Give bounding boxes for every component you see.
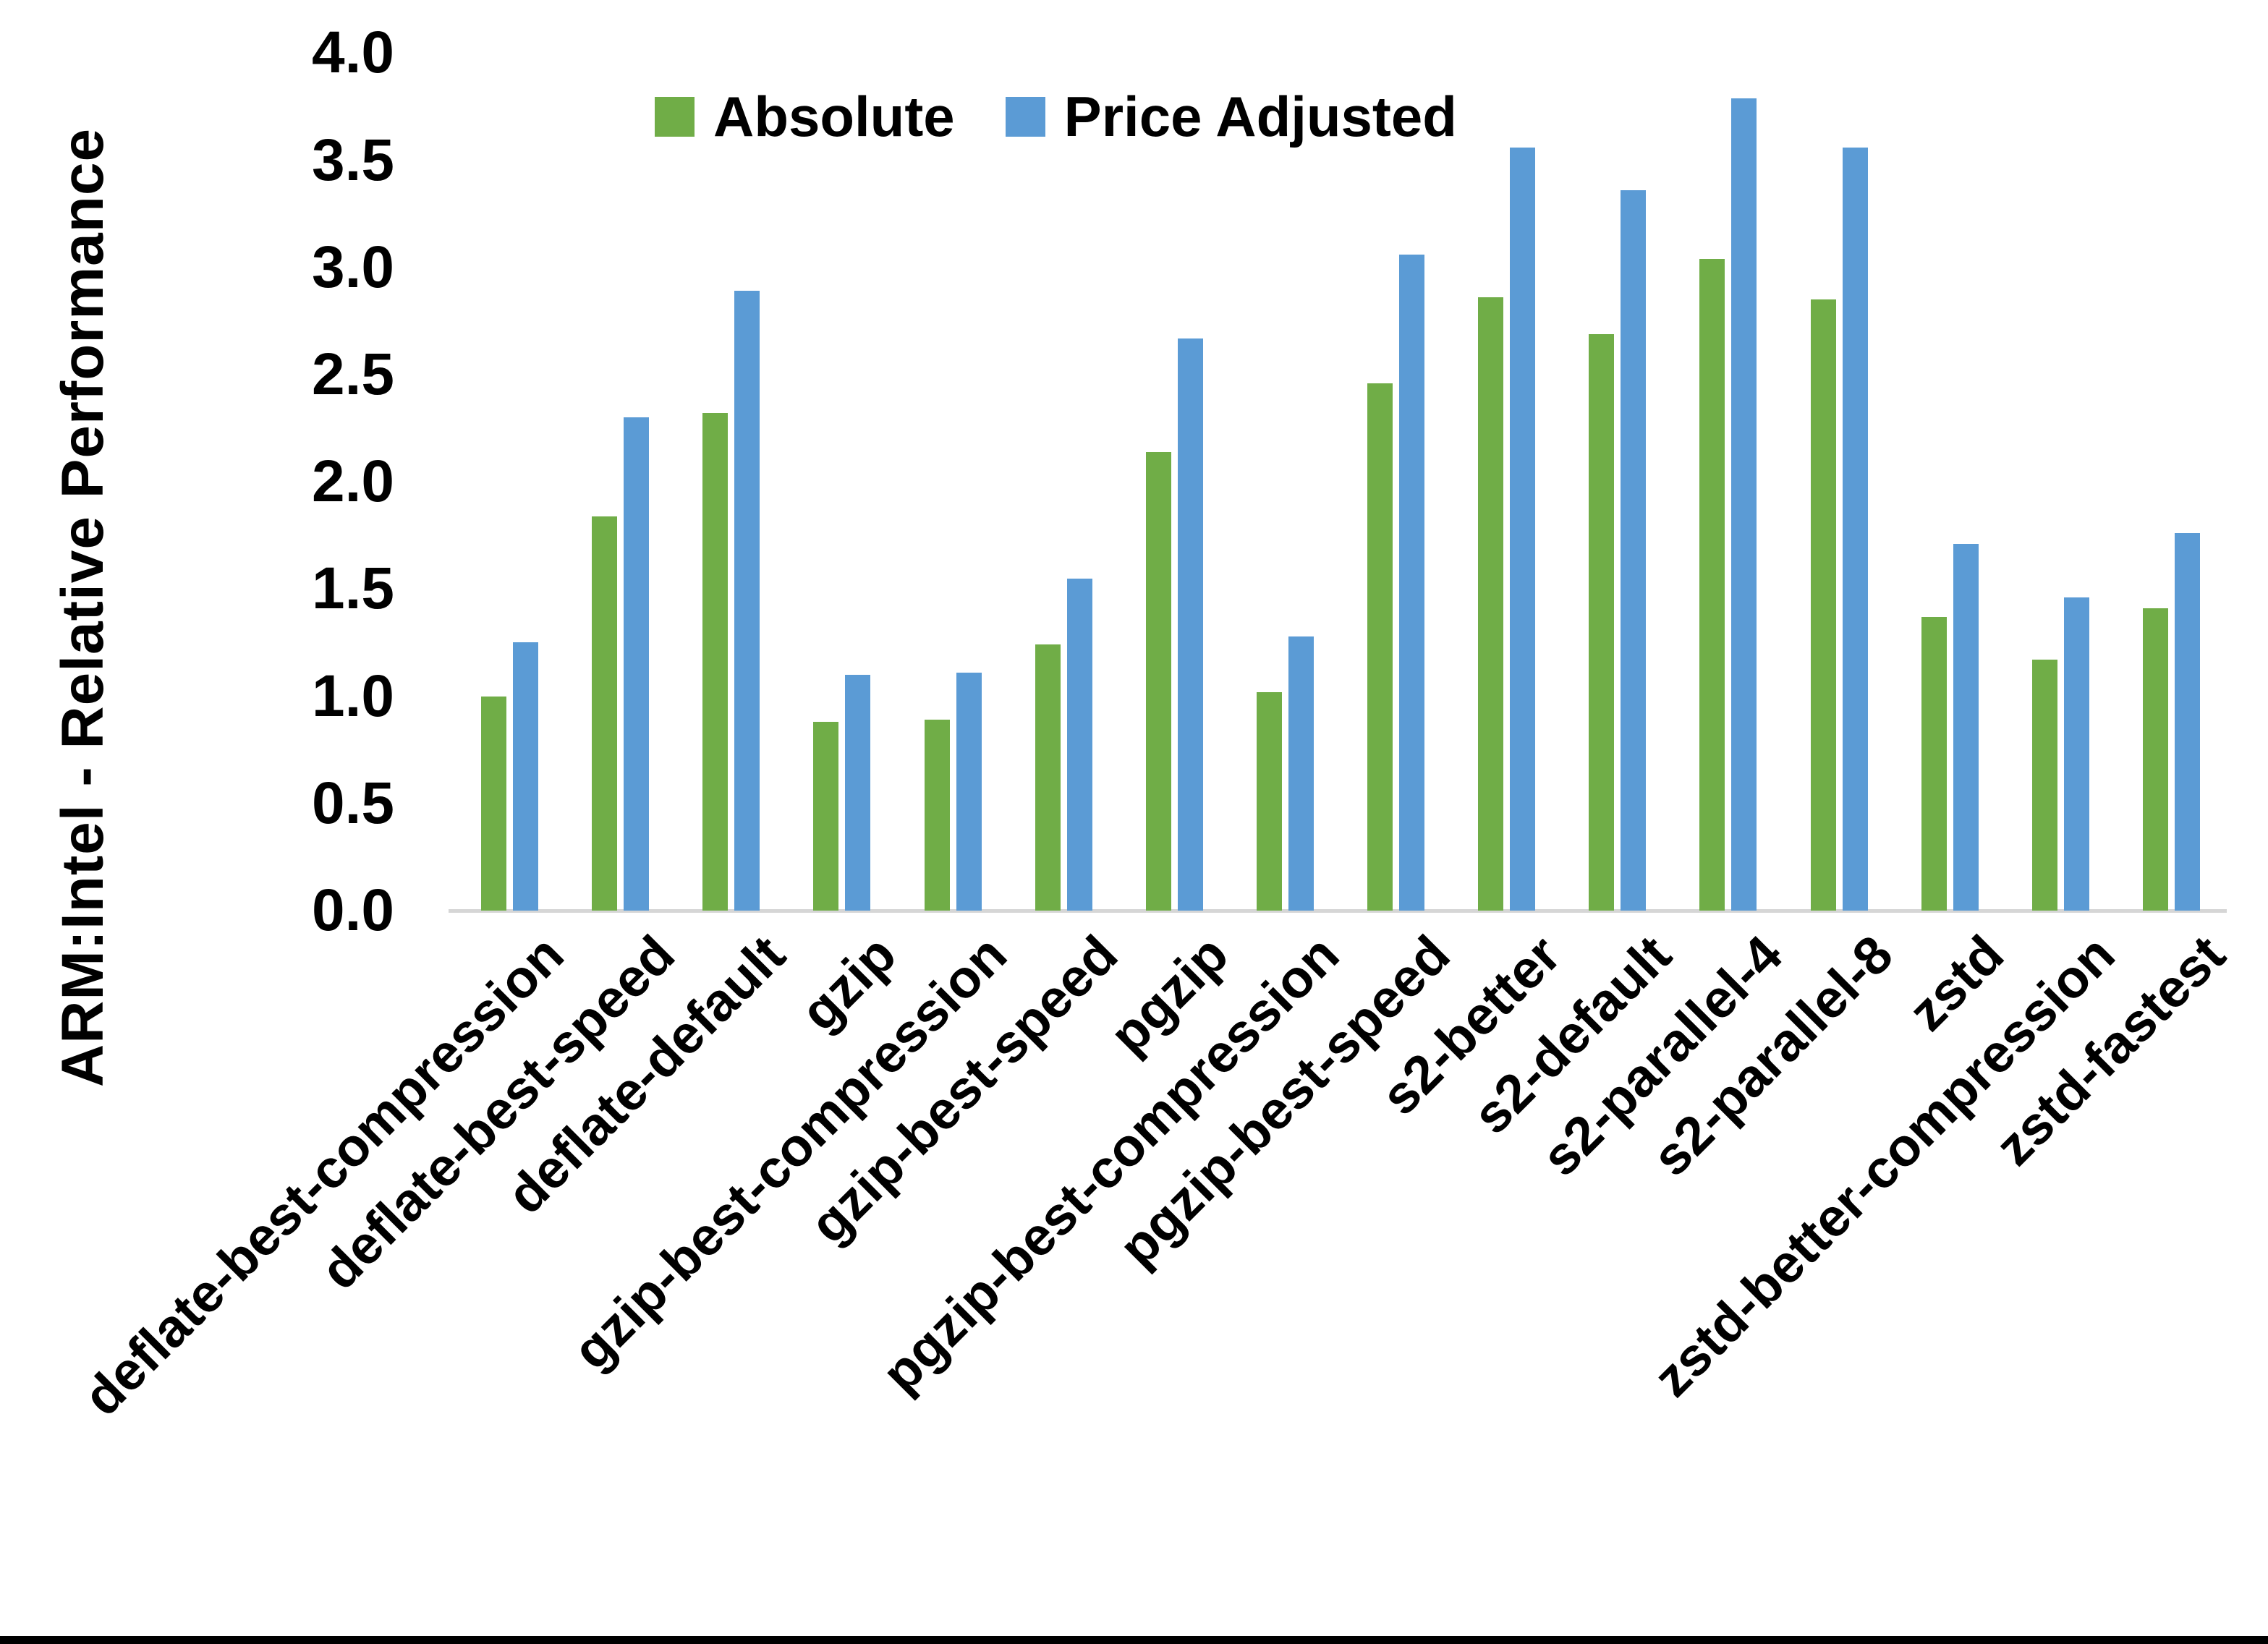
bar-price-adjusted-deflate-default bbox=[734, 291, 760, 911]
bar-absolute-deflate-default bbox=[702, 413, 728, 911]
legend-item-price-adjusted: Price Adjusted bbox=[1005, 85, 1457, 148]
y-tick-label: 0.5 bbox=[312, 770, 394, 836]
y-tick-label: 0.0 bbox=[312, 877, 394, 943]
bottom-border bbox=[0, 1636, 2268, 1644]
legend-label-price-adjusted: Price Adjusted bbox=[1063, 85, 1457, 148]
bar-price-adjusted-gzip-best-speed bbox=[1067, 579, 1092, 911]
bar-price-adjusted-deflate-best-compression bbox=[513, 642, 538, 911]
bar-price-adjusted-s2-default bbox=[1621, 190, 1646, 911]
bar-absolute-s2-default bbox=[1589, 334, 1614, 911]
legend: Absolute Price Adjusted bbox=[655, 88, 1457, 145]
bar-absolute-s2-better bbox=[1478, 297, 1503, 911]
bar-absolute-zstd-better-compression bbox=[2032, 660, 2057, 911]
y-tick-label: 1.5 bbox=[312, 555, 394, 622]
bar-price-adjusted-zstd-fastest bbox=[2175, 533, 2200, 911]
bar-absolute-gzip-best-compression bbox=[925, 720, 950, 911]
y-tick-label: 2.5 bbox=[312, 341, 394, 407]
bar-price-adjusted-s2-parallel-4 bbox=[1731, 98, 1757, 911]
bar-absolute-zstd bbox=[1921, 617, 1947, 911]
legend-swatch-absolute-icon bbox=[655, 96, 695, 137]
y-tick-label: 3.0 bbox=[312, 234, 394, 300]
y-tick-label: 3.5 bbox=[312, 127, 394, 193]
bar-price-adjusted-s2-better bbox=[1510, 148, 1535, 911]
bar-price-adjusted-deflate-best-speed bbox=[624, 417, 649, 911]
bar-absolute-s2-parallel-4 bbox=[1699, 259, 1725, 911]
bar-price-adjusted-s2-parallel-8 bbox=[1843, 148, 1868, 911]
bar-absolute-gzip-best-speed bbox=[1035, 644, 1061, 911]
bar-absolute-gzip bbox=[813, 722, 838, 911]
x-axis-line bbox=[449, 909, 2227, 913]
bar-absolute-deflate-best-speed bbox=[592, 516, 617, 911]
bar-price-adjusted-zstd-better-compression bbox=[2064, 597, 2089, 911]
bar-absolute-pgzip bbox=[1146, 452, 1171, 911]
bar-price-adjusted-gzip-best-compression bbox=[956, 673, 982, 911]
bar-price-adjusted-pgzip-best-compression bbox=[1288, 636, 1314, 911]
bar-price-adjusted-gzip bbox=[845, 675, 870, 911]
bar-absolute-s2-parallel-8 bbox=[1811, 299, 1836, 911]
bar-absolute-pgzip-best-speed bbox=[1367, 383, 1393, 911]
legend-swatch-price-adjusted-icon bbox=[1005, 96, 1045, 137]
bar-absolute-pgzip-best-compression bbox=[1257, 692, 1282, 911]
x-axis-label: deflate-best-compression bbox=[72, 924, 575, 1427]
bar-price-adjusted-zstd bbox=[1953, 544, 1979, 911]
bar-absolute-deflate-best-compression bbox=[481, 697, 506, 911]
legend-label-absolute: Absolute bbox=[713, 85, 955, 148]
bar-absolute-zstd-fastest bbox=[2143, 608, 2168, 911]
bar-price-adjusted-pgzip bbox=[1178, 338, 1203, 911]
bar-price-adjusted-pgzip-best-speed bbox=[1399, 255, 1424, 911]
y-tick-label: 2.0 bbox=[312, 448, 394, 515]
legend-item-absolute: Absolute bbox=[655, 88, 955, 145]
y-tick-label: 4.0 bbox=[312, 20, 394, 86]
y-tick-label: 1.0 bbox=[312, 663, 394, 729]
